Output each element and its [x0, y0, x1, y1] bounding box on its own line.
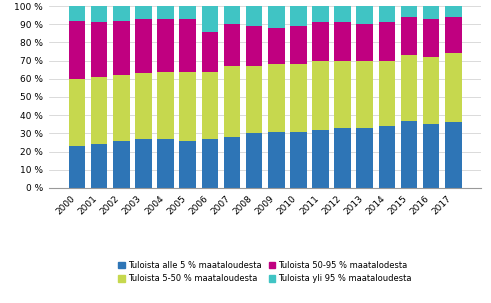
Bar: [334, 22, 351, 61]
Bar: [379, 126, 395, 188]
Bar: [290, 132, 307, 188]
Bar: [179, 6, 196, 19]
Bar: [379, 6, 395, 22]
Bar: [401, 6, 417, 17]
Bar: [179, 19, 196, 72]
Bar: [356, 128, 373, 188]
Bar: [157, 72, 174, 139]
Bar: [423, 19, 439, 57]
Bar: [201, 6, 218, 32]
Bar: [179, 72, 196, 141]
Bar: [69, 21, 85, 79]
Bar: [401, 55, 417, 121]
Bar: [445, 6, 462, 17]
Bar: [356, 24, 373, 61]
Bar: [445, 17, 462, 53]
Bar: [179, 141, 196, 188]
Bar: [113, 141, 130, 188]
Bar: [113, 75, 130, 141]
Bar: [223, 137, 240, 188]
Bar: [379, 61, 395, 126]
Bar: [356, 61, 373, 128]
Bar: [69, 6, 85, 21]
Bar: [91, 77, 108, 144]
Legend: Tuloista alle 5 % maataloudesta, Tuloista 5-50 % maataloudesta, Tuloista 50-95 %: Tuloista alle 5 % maataloudesta, Tuloist…: [118, 261, 412, 283]
Bar: [246, 66, 262, 133]
Bar: [334, 128, 351, 188]
Bar: [135, 139, 152, 188]
Bar: [135, 19, 152, 73]
Bar: [69, 146, 85, 188]
Bar: [91, 144, 108, 188]
Bar: [334, 61, 351, 128]
Bar: [379, 22, 395, 61]
Bar: [201, 32, 218, 72]
Bar: [268, 6, 284, 28]
Bar: [135, 6, 152, 19]
Bar: [268, 132, 284, 188]
Bar: [157, 139, 174, 188]
Bar: [290, 6, 307, 26]
Bar: [268, 64, 284, 132]
Bar: [312, 22, 329, 61]
Bar: [312, 6, 329, 22]
Bar: [246, 26, 262, 66]
Bar: [423, 6, 439, 19]
Bar: [201, 72, 218, 139]
Bar: [356, 6, 373, 24]
Bar: [290, 26, 307, 64]
Bar: [445, 53, 462, 122]
Bar: [91, 22, 108, 77]
Bar: [157, 19, 174, 72]
Bar: [69, 79, 85, 146]
Bar: [423, 124, 439, 188]
Bar: [113, 21, 130, 75]
Bar: [290, 64, 307, 132]
Bar: [312, 61, 329, 130]
Bar: [201, 139, 218, 188]
Bar: [157, 6, 174, 19]
Bar: [91, 6, 108, 22]
Bar: [223, 66, 240, 137]
Bar: [246, 6, 262, 26]
Bar: [334, 6, 351, 22]
Bar: [223, 24, 240, 66]
Bar: [401, 121, 417, 188]
Bar: [268, 28, 284, 64]
Bar: [135, 73, 152, 139]
Bar: [223, 6, 240, 24]
Bar: [401, 17, 417, 55]
Bar: [246, 133, 262, 188]
Bar: [113, 6, 130, 21]
Bar: [312, 130, 329, 188]
Bar: [423, 57, 439, 124]
Bar: [445, 122, 462, 188]
